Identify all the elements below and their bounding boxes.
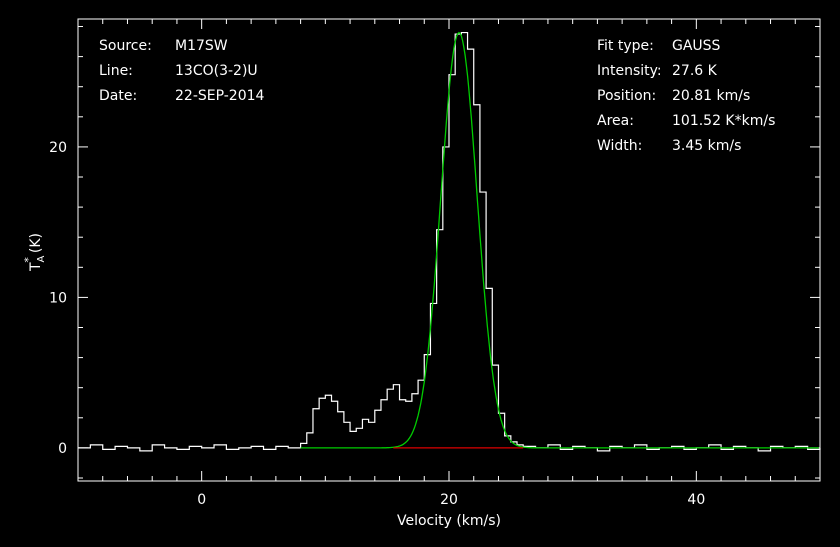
- info-right-key: Intensity:: [597, 63, 662, 79]
- info-left-value: 13CO(3-2)U: [175, 63, 258, 79]
- info-right: Fit type: GAUSS Intensity: 27.6 K Position: 2…: [597, 38, 775, 154]
- x-axis-label: Velocity (km/s): [397, 513, 501, 529]
- x-tick-label: 0: [197, 492, 206, 508]
- info-right-value: 27.6 K: [672, 63, 718, 79]
- series-layer: [78, 31, 821, 452]
- info-right-key: Area:: [597, 113, 634, 129]
- y-label-unit: (K): [28, 233, 44, 253]
- info-left-key: Source:: [99, 38, 152, 54]
- info-right-value: 20.81 km/s: [672, 88, 750, 104]
- y-axis-label: TA* (K): [22, 233, 47, 272]
- info-left-key: Line:: [99, 63, 133, 79]
- info-left-value: 22-SEP-2014: [175, 88, 265, 104]
- info-left-value: M17SW: [175, 38, 228, 54]
- y-label-sub-a: A: [36, 255, 47, 262]
- gaussian-fit-line: [300, 31, 819, 449]
- x-tick-label: 20: [440, 492, 458, 508]
- x-axis-ticks: 0 20 40: [77, 19, 821, 508]
- y-axis-ticks: 0 10 20: [49, 26, 820, 479]
- y-tick-label: 0: [58, 441, 67, 457]
- info-right-key: Fit type:: [597, 38, 654, 54]
- svg-text:TA*(K): TA* (K): [22, 233, 47, 272]
- info-left-key: Date:: [99, 88, 137, 104]
- y-label-sup-star: *: [22, 257, 35, 263]
- info-right-value: GAUSS: [672, 38, 721, 54]
- info-right-key: Position:: [597, 88, 656, 104]
- y-label-t: T: [28, 262, 44, 272]
- info-right-key: Width:: [597, 138, 642, 154]
- info-left: Source: M17SW Line: 13CO(3-2)U Date: 22-SEP-2…: [99, 38, 265, 104]
- y-tick-label: 20: [49, 140, 67, 156]
- info-right-value: 101.52 K*km/s: [672, 113, 775, 129]
- info-right-value: 3.45 km/s: [672, 138, 741, 154]
- y-tick-label: 10: [49, 290, 67, 306]
- x-tick-label: 40: [687, 492, 705, 508]
